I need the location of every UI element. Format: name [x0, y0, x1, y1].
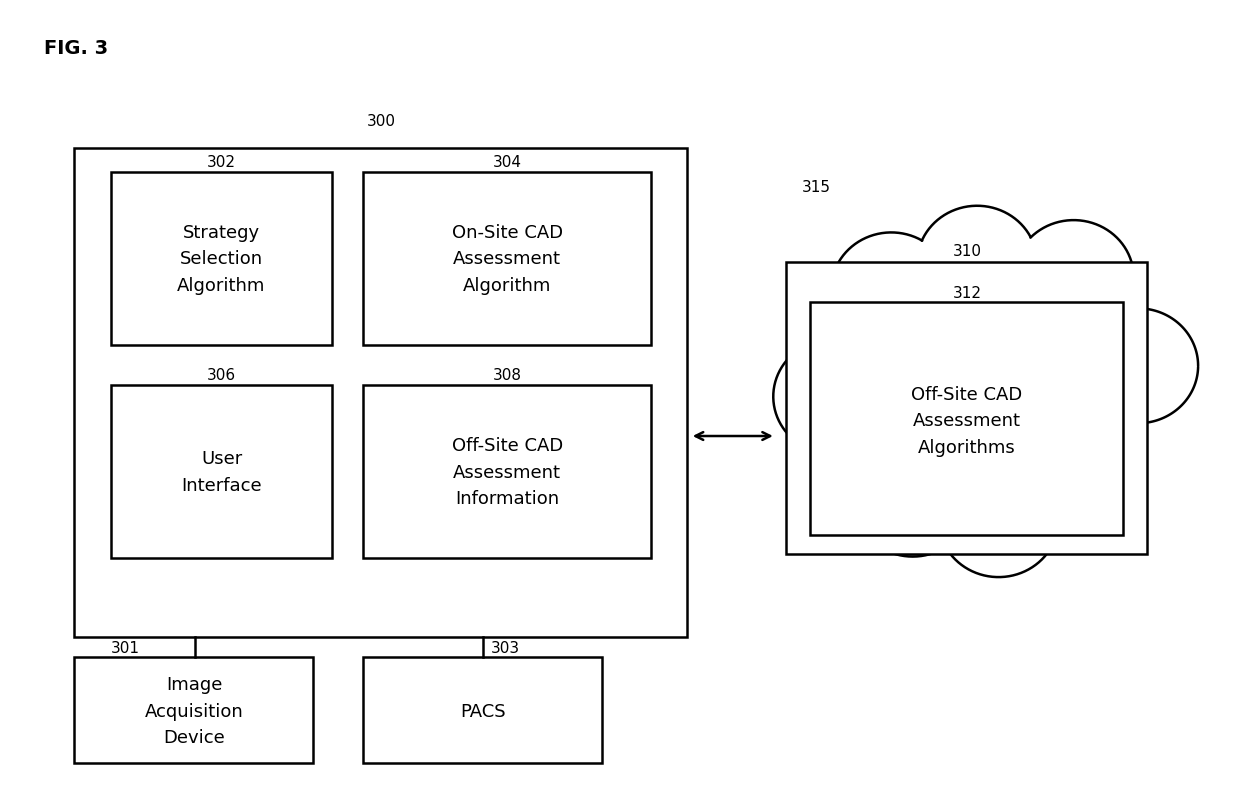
- Text: 310: 310: [952, 244, 982, 259]
- Text: FIG. 3: FIG. 3: [43, 38, 108, 58]
- FancyBboxPatch shape: [362, 385, 651, 559]
- FancyBboxPatch shape: [810, 302, 1122, 535]
- FancyBboxPatch shape: [785, 263, 1147, 555]
- Text: 303: 303: [491, 640, 521, 654]
- FancyBboxPatch shape: [112, 172, 332, 346]
- FancyBboxPatch shape: [112, 385, 332, 559]
- Text: PACS: PACS: [460, 702, 506, 719]
- Text: Strategy
Selection
Algorithm: Strategy Selection Algorithm: [177, 224, 265, 294]
- Text: 306: 306: [207, 368, 236, 383]
- Text: 304: 304: [492, 155, 522, 170]
- Ellipse shape: [848, 294, 1127, 500]
- Text: User
Interface: User Interface: [181, 450, 262, 494]
- Text: On-Site CAD
Assessment
Algorithm: On-Site CAD Assessment Algorithm: [451, 224, 563, 294]
- FancyBboxPatch shape: [74, 657, 314, 764]
- FancyBboxPatch shape: [362, 172, 651, 346]
- Ellipse shape: [918, 206, 1037, 322]
- Text: Off-Site CAD
Assessment
Algorithms: Off-Site CAD Assessment Algorithms: [911, 385, 1023, 456]
- Text: Image
Acquisition
Device: Image Acquisition Device: [145, 675, 244, 746]
- Ellipse shape: [1024, 432, 1145, 547]
- Ellipse shape: [1013, 221, 1133, 335]
- Ellipse shape: [1078, 309, 1198, 423]
- Text: 315: 315: [801, 180, 831, 195]
- FancyBboxPatch shape: [74, 149, 687, 638]
- FancyBboxPatch shape: [362, 657, 601, 764]
- Text: 312: 312: [952, 286, 982, 301]
- Text: 308: 308: [492, 368, 522, 383]
- Text: 300: 300: [366, 114, 396, 129]
- Text: 302: 302: [207, 155, 236, 170]
- Ellipse shape: [853, 442, 973, 557]
- Text: 301: 301: [112, 640, 140, 654]
- Ellipse shape: [774, 340, 894, 455]
- Ellipse shape: [831, 233, 951, 348]
- Text: Off-Site CAD
Assessment
Information: Off-Site CAD Assessment Information: [451, 436, 563, 508]
- Ellipse shape: [939, 463, 1059, 577]
